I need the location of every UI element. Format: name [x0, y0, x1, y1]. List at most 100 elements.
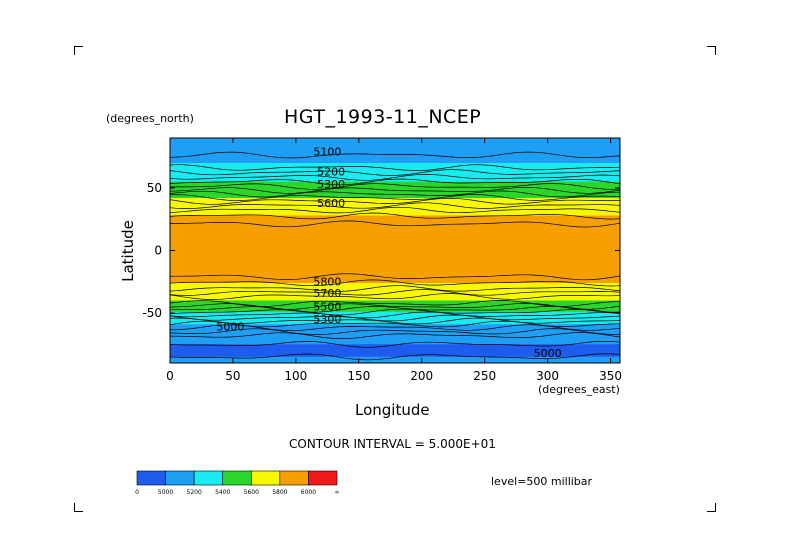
- heat-strip: [170, 178, 620, 180]
- legend-swatch: [193, 470, 224, 486]
- heat-strip: [170, 290, 620, 293]
- heat-strip: [170, 233, 620, 235]
- heat-strip: [170, 160, 620, 163]
- contour-line: [170, 212, 620, 220]
- heat-strip: [170, 336, 620, 339]
- heat-strip: [170, 284, 620, 286]
- heat-strip: [170, 230, 620, 233]
- contour-line: [170, 308, 620, 316]
- heat-strip: [170, 326, 620, 329]
- heat-strip: [170, 151, 620, 154]
- heat-strip: [170, 325, 620, 328]
- heat-strip: [170, 251, 620, 254]
- contour-line: [170, 332, 620, 339]
- heat-strip: [170, 146, 620, 149]
- heat-strip: [170, 225, 620, 228]
- heat-strip: [170, 141, 620, 144]
- contour-label: 5000: [216, 321, 244, 334]
- heat-strip: [170, 248, 620, 250]
- heat-strip: [170, 293, 620, 295]
- x-tick-label: 150: [347, 369, 370, 383]
- heat-strip: [170, 339, 620, 341]
- heat-strip: [170, 355, 620, 358]
- x-tick-label: 50: [225, 369, 240, 383]
- heat-strip: [170, 310, 620, 313]
- heat-strip: [170, 256, 620, 259]
- heat-strip: [170, 208, 620, 210]
- heat-strip: [170, 179, 620, 181]
- heat-strip: [170, 181, 620, 184]
- heat-strip: [170, 300, 620, 303]
- heat-strip: [170, 145, 620, 148]
- heat-strip: [170, 169, 620, 171]
- heat-strip: [170, 190, 620, 193]
- level-text: level=500 millibar: [491, 475, 593, 488]
- legend-swatch: [165, 470, 195, 486]
- heat-strip: [170, 229, 620, 231]
- heat-strip: [170, 183, 620, 185]
- heat-strip: [170, 335, 620, 338]
- heat-strip: [170, 213, 620, 215]
- heat-strip: [170, 318, 620, 320]
- heat-strip: [170, 260, 620, 263]
- legend-swatch: [308, 470, 338, 486]
- heat-strip: [170, 264, 620, 266]
- heat-strip: [170, 350, 620, 353]
- y-tick-label: 0: [154, 244, 162, 258]
- legend-label: 5600: [244, 489, 259, 496]
- heat-strip: [170, 288, 620, 290]
- heat-strip: [170, 358, 620, 360]
- heat-strip: [170, 329, 620, 331]
- heat-strip: [170, 234, 620, 236]
- legend-label: 5200: [187, 489, 202, 496]
- y-tick-label: 50: [147, 181, 162, 195]
- heat-strip: [170, 309, 620, 311]
- contour-line: [170, 293, 620, 300]
- x-tick-label: 250: [473, 369, 496, 383]
- heat-strip: [170, 348, 620, 350]
- heat-strip: [170, 163, 620, 165]
- heat-strip: [170, 278, 620, 280]
- heat-strip: [170, 186, 620, 189]
- heat-strip: [170, 241, 620, 244]
- x-axis-unit: (degrees_east): [538, 383, 620, 396]
- heat-strip: [170, 273, 620, 275]
- contour-line: [170, 220, 620, 228]
- heat-strip: [170, 210, 620, 213]
- heat-strip: [170, 274, 620, 276]
- heat-strip: [170, 353, 620, 355]
- heat-strip: [170, 289, 620, 291]
- heat-strip: [170, 168, 620, 170]
- heat-strip: [170, 286, 620, 289]
- heat-strip: [170, 195, 620, 198]
- crop-mark-bottom-left: [74, 503, 83, 512]
- contour-label: 5200: [317, 166, 345, 179]
- heat-strip: [170, 354, 620, 356]
- contour-line: [170, 320, 620, 328]
- heat-strip: [170, 340, 620, 343]
- x-tick-label: 300: [536, 369, 559, 383]
- heat-strip: [170, 235, 620, 238]
- legend-swatch: [222, 470, 252, 486]
- heat-strip: [170, 174, 620, 176]
- heat-strip: [170, 194, 620, 196]
- heat-strip: [170, 140, 620, 143]
- legend-label: 5800: [272, 489, 287, 496]
- contour-label: 5600: [317, 197, 345, 210]
- heat-strip: [170, 199, 620, 201]
- contour-line: [170, 289, 620, 296]
- legend-swatch: [136, 470, 166, 486]
- heat-strip: [170, 360, 620, 363]
- heat-strip: [170, 294, 620, 296]
- heat-strip: [170, 245, 620, 248]
- heat-strip: [170, 296, 620, 299]
- heat-strip: [170, 139, 620, 141]
- heat-strip: [170, 180, 620, 183]
- heat-strip: [170, 244, 620, 246]
- legend-label: 5000: [158, 489, 173, 496]
- heat-strip: [170, 215, 620, 218]
- heat-strip: [170, 175, 620, 178]
- legend-label: 0: [135, 489, 139, 496]
- heat-strip: [170, 295, 620, 298]
